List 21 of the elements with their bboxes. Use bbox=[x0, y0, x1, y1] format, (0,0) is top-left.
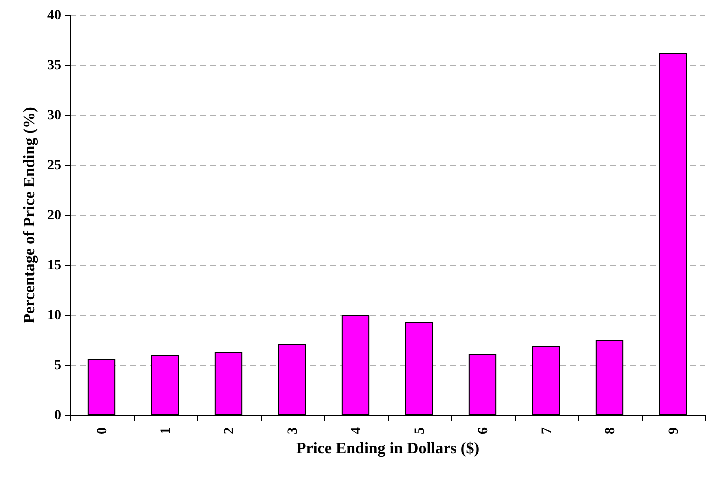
x-tick-label: 1 bbox=[158, 428, 174, 434]
x-tick-label: 9 bbox=[666, 428, 682, 434]
y-tick-label: 25 bbox=[48, 158, 62, 174]
y-tick-label: 30 bbox=[48, 108, 62, 124]
y-tick-label: 15 bbox=[48, 258, 62, 274]
x-tick-label: 2 bbox=[222, 428, 238, 434]
x-tick-label: 8 bbox=[603, 428, 618, 434]
y-tick-label: 20 bbox=[48, 208, 62, 224]
y-tick-label: 40 bbox=[48, 8, 62, 24]
y-tick-label: 0 bbox=[54, 408, 62, 424]
x-tick-label: 5 bbox=[412, 428, 428, 434]
x-tick-label: 6 bbox=[476, 428, 492, 434]
x-tick-label: 7 bbox=[540, 428, 555, 434]
y-tick-label: 35 bbox=[48, 58, 62, 74]
x-tick-label: 4 bbox=[349, 428, 364, 434]
x-tick-label: 0 bbox=[95, 428, 110, 434]
y-tick-label: 10 bbox=[48, 308, 62, 324]
y-axis-title: Percentage of Price Ending (%) bbox=[22, 107, 38, 324]
x-axis-title: Price Ending in Dollars ($) bbox=[296, 440, 480, 458]
y-tick-label: 5 bbox=[54, 358, 62, 374]
x-tick-label: 3 bbox=[286, 428, 301, 434]
